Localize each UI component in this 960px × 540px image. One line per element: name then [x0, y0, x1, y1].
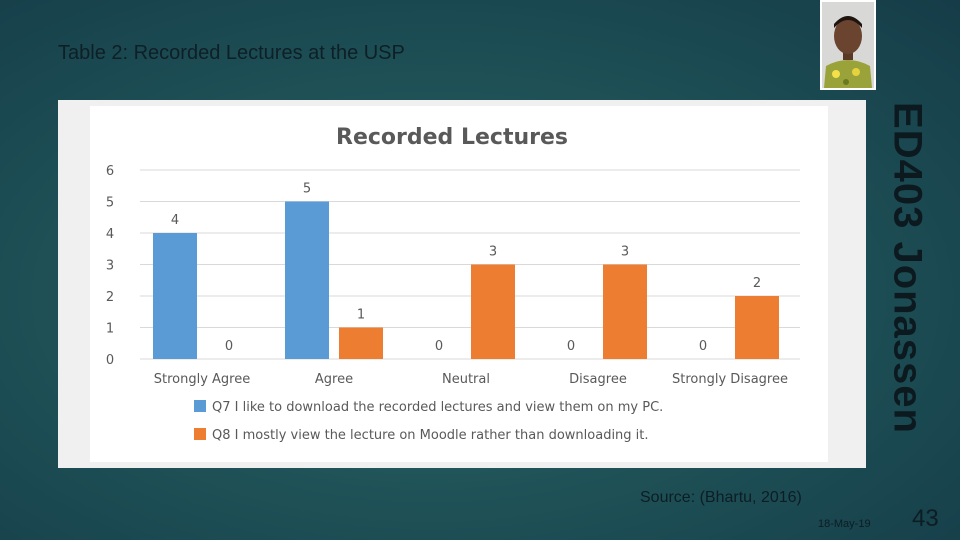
- legend: Q7 I like to download the recorded lectu…: [194, 400, 663, 443]
- bar-q8: [735, 296, 779, 359]
- slide-date: 18-May-19: [818, 518, 871, 530]
- y-tick-label: 3: [106, 259, 114, 274]
- legend-swatch: [194, 400, 206, 412]
- course-label: ED403 Jonassen: [885, 101, 930, 434]
- data-label: 1: [357, 308, 365, 323]
- x-category-label: Agree: [315, 372, 353, 387]
- data-label: 0: [435, 339, 443, 354]
- bar-q7: [285, 201, 329, 359]
- person-portrait-icon: [822, 2, 874, 88]
- data-label: 3: [489, 245, 497, 260]
- page-number: 43: [912, 505, 939, 532]
- y-tick-label: 4: [106, 227, 114, 242]
- bars: [153, 201, 779, 359]
- y-tick-label: 0: [106, 353, 114, 368]
- legend-swatch: [194, 428, 206, 440]
- chart-title: Recorded Lectures: [336, 125, 568, 150]
- x-category-label: Strongly Agree: [154, 372, 251, 387]
- source-citation: Source: (Bhartu, 2016): [640, 489, 802, 506]
- bar-q8: [603, 264, 647, 359]
- data-label: 4: [171, 213, 179, 228]
- y-axis-ticks: 0 1 2 3 4 5 6: [106, 164, 114, 368]
- x-category-label: Strongly Disagree: [672, 372, 788, 387]
- slide-title: Table 2: Recorded Lectures at the USP: [58, 42, 405, 64]
- presenter-photo: [820, 0, 876, 90]
- gridlines: [140, 169, 800, 360]
- data-label: 3: [621, 245, 629, 260]
- y-tick-label: 1: [106, 322, 114, 337]
- data-label: 0: [699, 339, 707, 354]
- y-tick-label: 5: [106, 196, 114, 211]
- x-category-label: Disagree: [569, 372, 627, 387]
- legend-label: Q8 I mostly view the lecture on Moodle r…: [212, 428, 649, 443]
- legend-label: Q7 I like to download the recorded lectu…: [212, 400, 663, 415]
- y-tick-label: 2: [106, 290, 114, 305]
- x-axis-categories: Strongly Agree Agree Neutral Disagree Strong…: [154, 372, 788, 387]
- data-label: 0: [567, 339, 575, 354]
- bar-q8: [471, 264, 515, 359]
- data-label: 0: [225, 339, 233, 354]
- x-category-label: Neutral: [442, 372, 490, 387]
- bar-q7: [153, 233, 197, 359]
- bar-q8: [339, 327, 383, 359]
- y-tick-label: 6: [106, 164, 114, 179]
- data-label: 5: [303, 182, 311, 197]
- data-label: 2: [753, 276, 761, 291]
